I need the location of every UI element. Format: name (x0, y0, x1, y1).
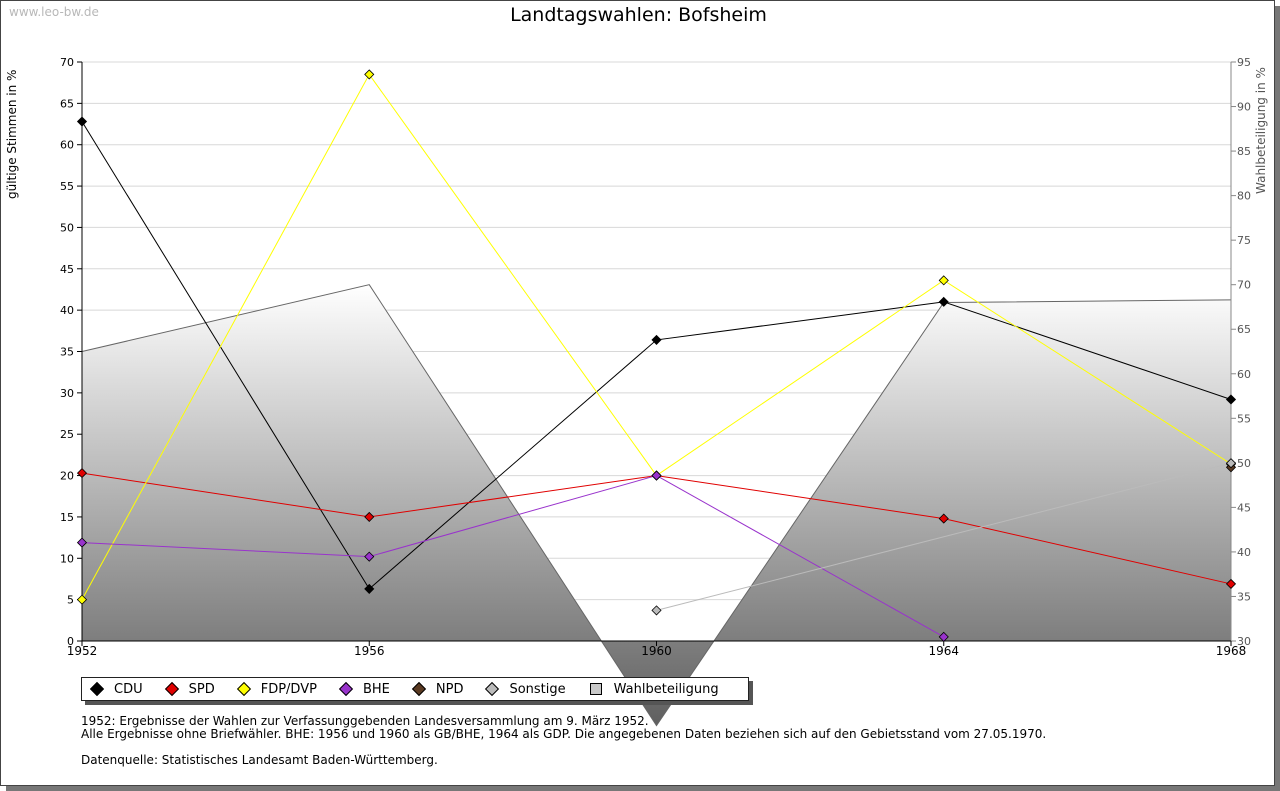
y2-tick-label: 55 (1237, 412, 1251, 425)
y2-tick-label: 95 (1237, 56, 1251, 69)
legend-item-sonstige: Sonstige (485, 681, 566, 697)
legend-label: BHE (362, 681, 390, 697)
data-point-bhe (651, 470, 662, 481)
y2-tick-label: 30 (1237, 635, 1251, 648)
data-point-cdu (651, 334, 662, 345)
y-tick-label: 60 (60, 139, 74, 152)
legend-item-bhe: BHE (338, 681, 390, 697)
y-tick-label: 30 (60, 387, 74, 400)
legend-label: FDP/DVP (260, 681, 317, 697)
x-tick-label: 1952 (67, 644, 98, 658)
note-1952: 1952: Ergebnisse der Wahlen zur Verfassu… (81, 714, 649, 728)
legend-marker (89, 681, 105, 697)
legend-label: SPD (188, 681, 215, 697)
data-point-sonstige (1225, 458, 1237, 469)
turnout-area-outline (81, 284, 1232, 727)
legend-label: Sonstige (509, 681, 566, 697)
data-point-spd (938, 513, 949, 524)
y-tick-label: 10 (60, 552, 74, 565)
data-point-cdu (1225, 394, 1237, 405)
note-general: Alle Ergebnisse ohne Briefwähler. BHE: 1… (81, 727, 1047, 741)
chart-title: Landtagswahlen: Bofsheim (510, 4, 767, 26)
y-tick-label: 40 (60, 304, 74, 317)
y2-tick-label: 35 (1237, 590, 1251, 603)
series-points (76, 69, 1237, 642)
y2-tick-label: 45 (1237, 501, 1251, 514)
data-point-fdp-dvp (364, 69, 375, 80)
x-tick-label: 1968 (1216, 644, 1247, 658)
legend-marker (485, 681, 500, 697)
legend-marker (411, 681, 426, 697)
legend-marker (338, 681, 354, 697)
data-point-cdu (938, 296, 949, 307)
y2-tick-label: 85 (1237, 145, 1251, 158)
legend: CDU SPD FDP/DVP BHE NPD Sonstige Wahlbeteiligu… (81, 677, 749, 701)
y2-tick-label: 50 (1237, 457, 1251, 470)
data-point-sonstige (651, 605, 662, 616)
frame-shadow-bottom (6, 786, 1280, 791)
series-line-sonstige (656, 462, 1232, 611)
watermark: www.leo-bw.de (9, 5, 99, 19)
y2-tick-label: 75 (1237, 234, 1251, 247)
frame-shadow-right (1275, 6, 1280, 791)
y-tick-label: 35 (60, 346, 74, 359)
turnout-area-fill (82, 284, 1231, 726)
y-tick-label: 20 (60, 470, 74, 483)
legend-item-wahlbeteiligung: Wahlbeteiligung (589, 681, 719, 697)
data-point-spd (1225, 578, 1237, 589)
y2-tick-label: 65 (1237, 323, 1251, 336)
y-tick-label: 25 (60, 428, 74, 441)
data-point-cdu (76, 116, 88, 127)
legend-marker (164, 681, 179, 697)
legend-item-npd: NPD (411, 681, 464, 697)
y2-tick-label: 90 (1237, 101, 1251, 114)
y2-tick-label: 80 (1237, 190, 1251, 203)
y2-tick-label: 60 (1237, 368, 1251, 381)
legend-item-cdu: CDU (89, 681, 143, 697)
legend-label: NPD (435, 681, 464, 697)
x-tick-label: 1956 (354, 644, 385, 658)
data-point-fdp-dvp (76, 594, 88, 605)
y-tick-label: 50 (60, 221, 74, 234)
legend-label: Wahlbeteiligung (613, 681, 719, 697)
legend-label: CDU (114, 681, 143, 697)
legend-marker (236, 681, 251, 697)
y-tick-label: 55 (60, 180, 74, 193)
data-point-bhe (364, 551, 375, 562)
note-source: Datenquelle: Statistisches Landesamt Bad… (81, 753, 438, 767)
data-point-spd (76, 468, 88, 479)
y2-tick-label: 40 (1237, 546, 1251, 559)
legend-item-fdp-dvp: FDP/DVP (236, 681, 317, 697)
data-point-bhe (76, 537, 88, 548)
y-tick-label: 45 (60, 263, 74, 276)
series-line-bhe (81, 475, 944, 638)
turnout-area (81, 284, 1232, 727)
y-tick-label: 15 (60, 511, 74, 524)
y-tick-label: 0 (67, 635, 74, 648)
x-tick-label: 1964 (928, 644, 959, 658)
legend-marker (589, 683, 602, 695)
data-point-cdu (364, 583, 375, 594)
data-point-fdp-dvp (938, 275, 949, 286)
x-tick-label: 1960 (641, 644, 672, 658)
y2-tick-label: 70 (1237, 279, 1251, 292)
legend-item-spd: SPD (164, 681, 215, 697)
data-point-bhe (938, 631, 949, 642)
y-tick-label: 65 (60, 97, 74, 110)
y-tick-label: 5 (67, 594, 74, 607)
data-point-spd (364, 511, 375, 522)
y-tick-label: 70 (60, 56, 74, 69)
